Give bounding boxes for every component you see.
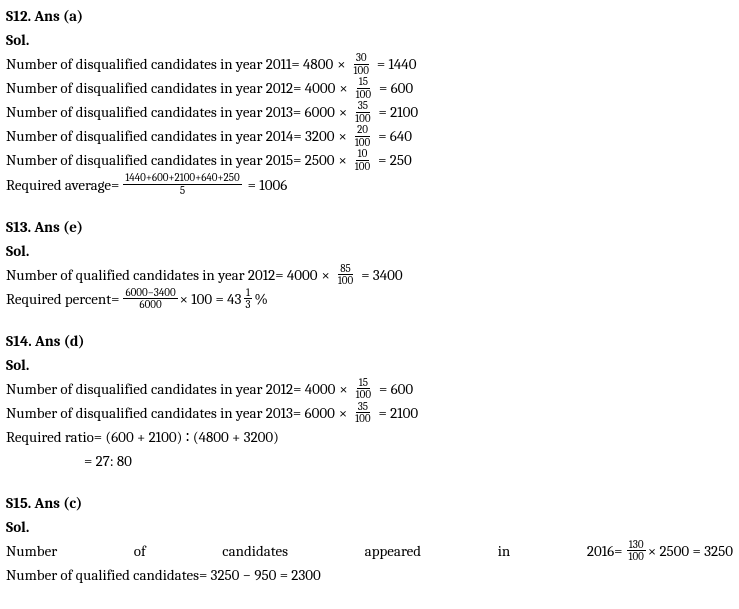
denominator: 3 xyxy=(243,299,252,311)
word: of xyxy=(134,539,146,563)
fraction: 35100 xyxy=(353,401,372,425)
header-s12: S12. Ans (a) xyxy=(6,4,733,28)
s12-line5: Number of disqualified candidates in yea… xyxy=(6,148,733,172)
denominator: 6000 xyxy=(137,299,163,311)
fraction: 20100 xyxy=(353,124,372,148)
times-sym: × xyxy=(339,377,347,401)
header-s14: S14. Ans (d) xyxy=(6,329,733,353)
result: = 3400 xyxy=(361,263,402,287)
fraction: 10100 xyxy=(353,148,372,172)
sol-label: Sol. xyxy=(6,515,733,539)
s15-line2: Number of qualified candidates= 3250 − 9… xyxy=(6,563,733,587)
text: Number of disqualified candidates in yea… xyxy=(6,52,333,76)
fraction: 1440+600+2100+640+2505 xyxy=(123,172,241,196)
result: = 1440 xyxy=(377,52,417,76)
times-sym: × xyxy=(339,124,347,148)
denominator: 100 xyxy=(336,275,355,287)
s12-line3: Number of disqualified candidates in yea… xyxy=(6,100,733,124)
denominator: 100 xyxy=(627,551,646,563)
text: 2016= xyxy=(587,539,623,563)
mixed-fraction: 13 xyxy=(241,287,254,311)
s14-line4: = 27: 80 xyxy=(6,449,733,473)
fraction: 15100 xyxy=(354,76,373,100)
word: in xyxy=(498,539,511,563)
result: × 2500 = 3250 xyxy=(648,539,733,563)
denominator: 100 xyxy=(353,161,372,173)
header-s13: S13. Ans (e) xyxy=(6,215,733,239)
times-sym: × xyxy=(339,100,347,124)
text: Number of disqualified candidates in yea… xyxy=(6,124,335,148)
s14-line3: Required ratio= (600 + 2100) ∶ (4800 + 3… xyxy=(6,425,733,449)
result: = 640 xyxy=(378,124,412,148)
times-sym: × xyxy=(338,148,346,172)
result: = 1006 xyxy=(248,173,288,197)
header-s15: S15. Ans (c) xyxy=(6,491,733,515)
s14-line2: Number of disqualified candidates in yea… xyxy=(6,401,733,425)
text: Number of disqualified candidates in yea… xyxy=(6,401,335,425)
sol-label: Sol. xyxy=(6,353,733,377)
denominator: 100 xyxy=(353,413,372,425)
denominator: 5 xyxy=(178,185,187,197)
text: Number of disqualified candidates in yea… xyxy=(6,76,335,100)
fraction: 85100 xyxy=(336,263,355,287)
result: = 2100 xyxy=(379,100,419,124)
s12-line6: Required average= 1440+600+2100+640+2505… xyxy=(6,172,733,196)
word: Number xyxy=(6,539,57,563)
tail: 2016= 130100 × 2500 = 3250 xyxy=(587,539,733,563)
solution-s13: S13. Ans (e) Sol. Number of qualified ca… xyxy=(6,215,733,311)
solution-s14: S14. Ans (d) Sol. Number of disqualified… xyxy=(6,329,733,473)
times-sym: × xyxy=(337,52,345,76)
s13-line1: Number of qualified candidates in year 2… xyxy=(6,263,733,287)
numerator: 30 xyxy=(354,52,369,65)
result: = 600 xyxy=(379,76,413,100)
text: Required average= xyxy=(6,173,119,197)
fraction: 30100 xyxy=(352,52,371,76)
result: = 600 xyxy=(379,377,413,401)
fraction: 15100 xyxy=(354,377,373,401)
s14-line1: Number of disqualified candidates in yea… xyxy=(6,377,733,401)
word: appeared xyxy=(365,539,421,563)
word: candidates xyxy=(222,539,288,563)
text: Number of disqualified candidates in yea… xyxy=(6,148,334,172)
text: × 100 = 43 xyxy=(180,287,242,311)
text: Number of disqualified candidates in yea… xyxy=(6,100,335,124)
sol-label: Sol. xyxy=(6,239,733,263)
times-sym: × xyxy=(322,263,330,287)
s13-line2: Required percent= 6000−34006000 × 100 = … xyxy=(6,287,733,311)
result: = 2100 xyxy=(379,401,419,425)
fraction: 6000−34006000 xyxy=(123,287,177,311)
times-sym: × xyxy=(339,76,347,100)
numerator: 20 xyxy=(355,124,370,137)
times-sym: × xyxy=(339,401,347,425)
numerator: 15 xyxy=(357,76,370,89)
percent: % xyxy=(254,287,267,311)
result: = 250 xyxy=(378,148,412,172)
numerator: 35 xyxy=(356,100,370,113)
solution-s15: S15. Ans (c) Sol. Number of candidates a… xyxy=(6,491,733,587)
s12-line1: Number of disqualified candidates in yea… xyxy=(6,52,733,76)
s12-line4: Number of disqualified candidates in yea… xyxy=(6,124,733,148)
solution-s12: S12. Ans (a) Sol. Number of disqualified… xyxy=(6,4,733,197)
s12-line2: Number of disqualified candidates in yea… xyxy=(6,76,733,100)
fraction: 130100 xyxy=(627,539,646,563)
text: Required percent= xyxy=(6,287,119,311)
s15-line1: Number of candidates appeared in 2016= 1… xyxy=(6,539,733,563)
fraction: 35100 xyxy=(353,100,372,124)
fraction: 13 xyxy=(243,287,252,311)
text: Number of disqualified candidates in yea… xyxy=(6,377,335,401)
text: Number of qualified candidates in year 2… xyxy=(6,263,318,287)
sol-label: Sol. xyxy=(6,28,733,52)
